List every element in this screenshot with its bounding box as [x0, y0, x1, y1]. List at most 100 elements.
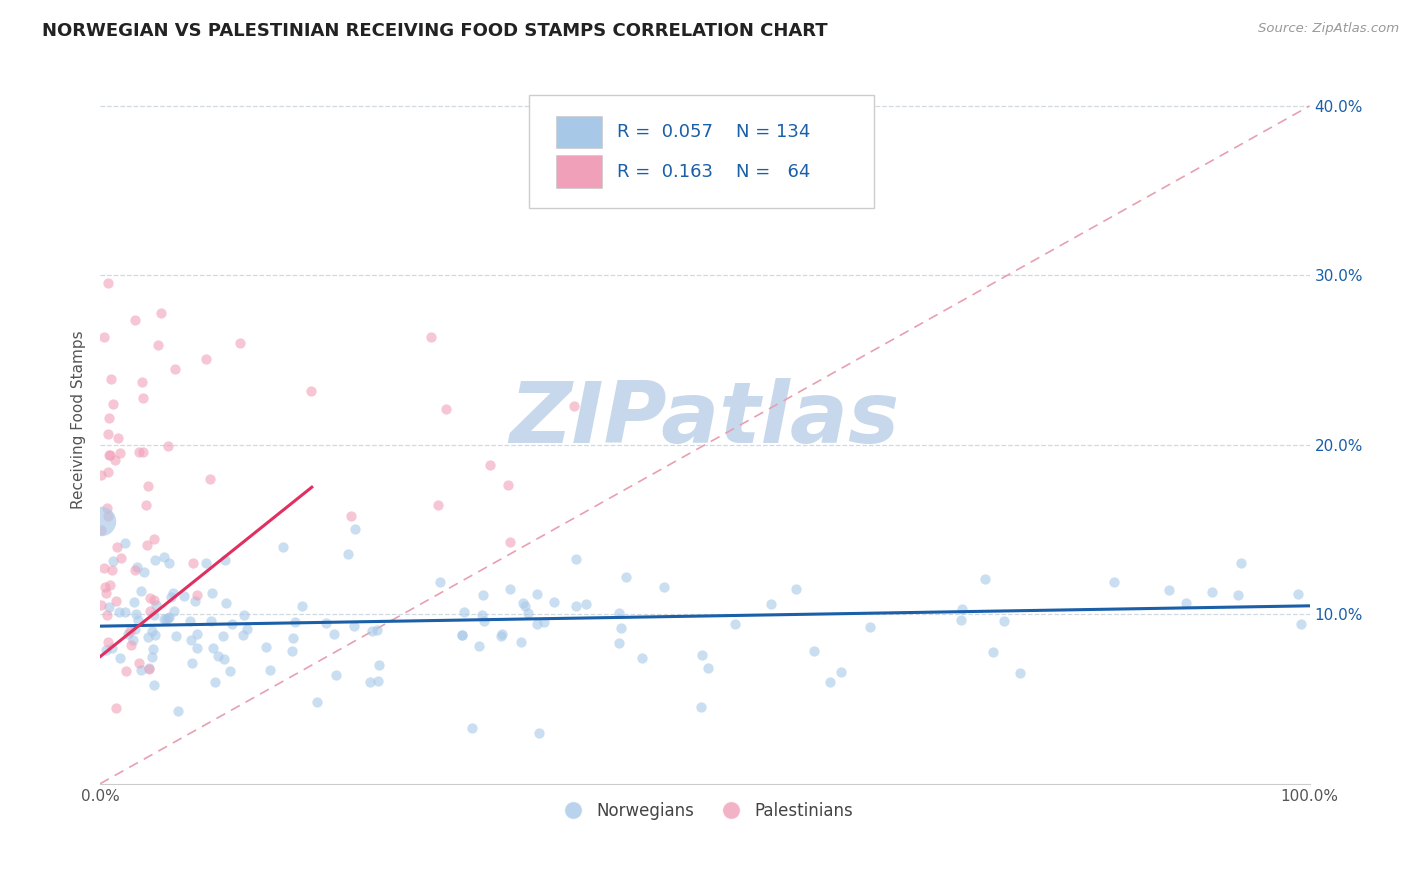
- Point: [426, 498, 449, 512]
- Point: [499, 535, 522, 549]
- Point: [1227, 588, 1250, 602]
- Point: [114, 535, 136, 549]
- Point: [564, 599, 586, 614]
- Point: [120, 624, 142, 639]
- Point: [291, 599, 314, 613]
- Point: [179, 615, 201, 629]
- Point: [162, 604, 184, 618]
- Point: [1289, 617, 1312, 632]
- Point: [472, 614, 495, 628]
- Point: [315, 615, 337, 630]
- Point: [184, 594, 207, 608]
- Point: [125, 607, 148, 621]
- Point: [94, 580, 117, 594]
- Point: [429, 575, 451, 590]
- Point: [90, 523, 112, 537]
- Point: [155, 612, 177, 626]
- Point: [305, 695, 328, 709]
- Point: [367, 674, 389, 689]
- Point: [516, 606, 538, 620]
- Point: [478, 458, 501, 472]
- Point: [818, 674, 841, 689]
- Point: [122, 595, 145, 609]
- Point: [451, 627, 474, 641]
- Point: [366, 624, 388, 638]
- Point: [165, 630, 187, 644]
- Point: [186, 640, 208, 655]
- Point: [165, 362, 187, 376]
- Point: [94, 643, 117, 657]
- Point: [142, 678, 165, 692]
- Point: [121, 632, 143, 647]
- Point: [141, 649, 163, 664]
- Point: [512, 596, 534, 610]
- Point: [114, 665, 136, 679]
- Point: [973, 572, 995, 586]
- Point: [1008, 665, 1031, 680]
- Point: [562, 399, 585, 413]
- Point: [434, 401, 457, 416]
- Point: [142, 592, 165, 607]
- Point: [218, 664, 240, 678]
- Point: [526, 616, 548, 631]
- Bar: [555, 116, 602, 148]
- Point: [107, 431, 129, 445]
- Point: [983, 645, 1005, 659]
- Point: [104, 453, 127, 467]
- Text: R =  0.163    N =   64: R = 0.163 N = 64: [617, 162, 810, 181]
- Point: [803, 644, 825, 658]
- Point: [90, 514, 112, 528]
- Point: [131, 376, 153, 390]
- Point: [254, 640, 277, 654]
- Point: [214, 552, 236, 566]
- Point: [359, 674, 381, 689]
- Point: [145, 598, 167, 612]
- Point: [236, 622, 259, 636]
- Point: [489, 629, 512, 643]
- Point: [195, 352, 218, 367]
- Point: [526, 587, 548, 601]
- Point: [1286, 587, 1309, 601]
- Point: [200, 614, 222, 628]
- Point: [194, 556, 217, 570]
- Point: [157, 439, 180, 453]
- Point: [125, 560, 148, 574]
- Point: [361, 624, 384, 638]
- Point: [499, 582, 522, 597]
- Text: R =  0.057    N = 134: R = 0.057 N = 134: [617, 123, 810, 141]
- Point: [114, 605, 136, 619]
- Point: [325, 668, 347, 682]
- Point: [90, 468, 112, 483]
- Text: Source: ZipAtlas.com: Source: ZipAtlas.com: [1258, 22, 1399, 36]
- Point: [689, 700, 711, 714]
- Point: [1104, 575, 1126, 590]
- Point: [156, 611, 179, 625]
- Point: [1174, 596, 1197, 610]
- Point: [299, 384, 322, 398]
- Point: [472, 588, 495, 602]
- Point: [607, 607, 630, 621]
- Point: [128, 444, 150, 458]
- Point: [201, 585, 224, 599]
- Point: [336, 547, 359, 561]
- Point: [607, 636, 630, 650]
- Point: [181, 556, 204, 570]
- Point: [97, 465, 120, 479]
- Point: [146, 338, 169, 352]
- Point: [785, 582, 807, 597]
- Point: [273, 540, 295, 554]
- Point: [96, 276, 118, 290]
- Point: [830, 665, 852, 679]
- Point: [215, 596, 238, 610]
- Point: [139, 604, 162, 618]
- Point: [229, 336, 252, 351]
- Point: [110, 550, 132, 565]
- Point: [527, 726, 550, 740]
- Point: [565, 552, 588, 566]
- Point: [104, 593, 127, 607]
- Point: [97, 448, 120, 462]
- Point: [232, 608, 254, 623]
- Point: [129, 584, 152, 599]
- Legend: Norwegians, Palestinians: Norwegians, Palestinians: [550, 795, 860, 826]
- Point: [135, 498, 157, 512]
